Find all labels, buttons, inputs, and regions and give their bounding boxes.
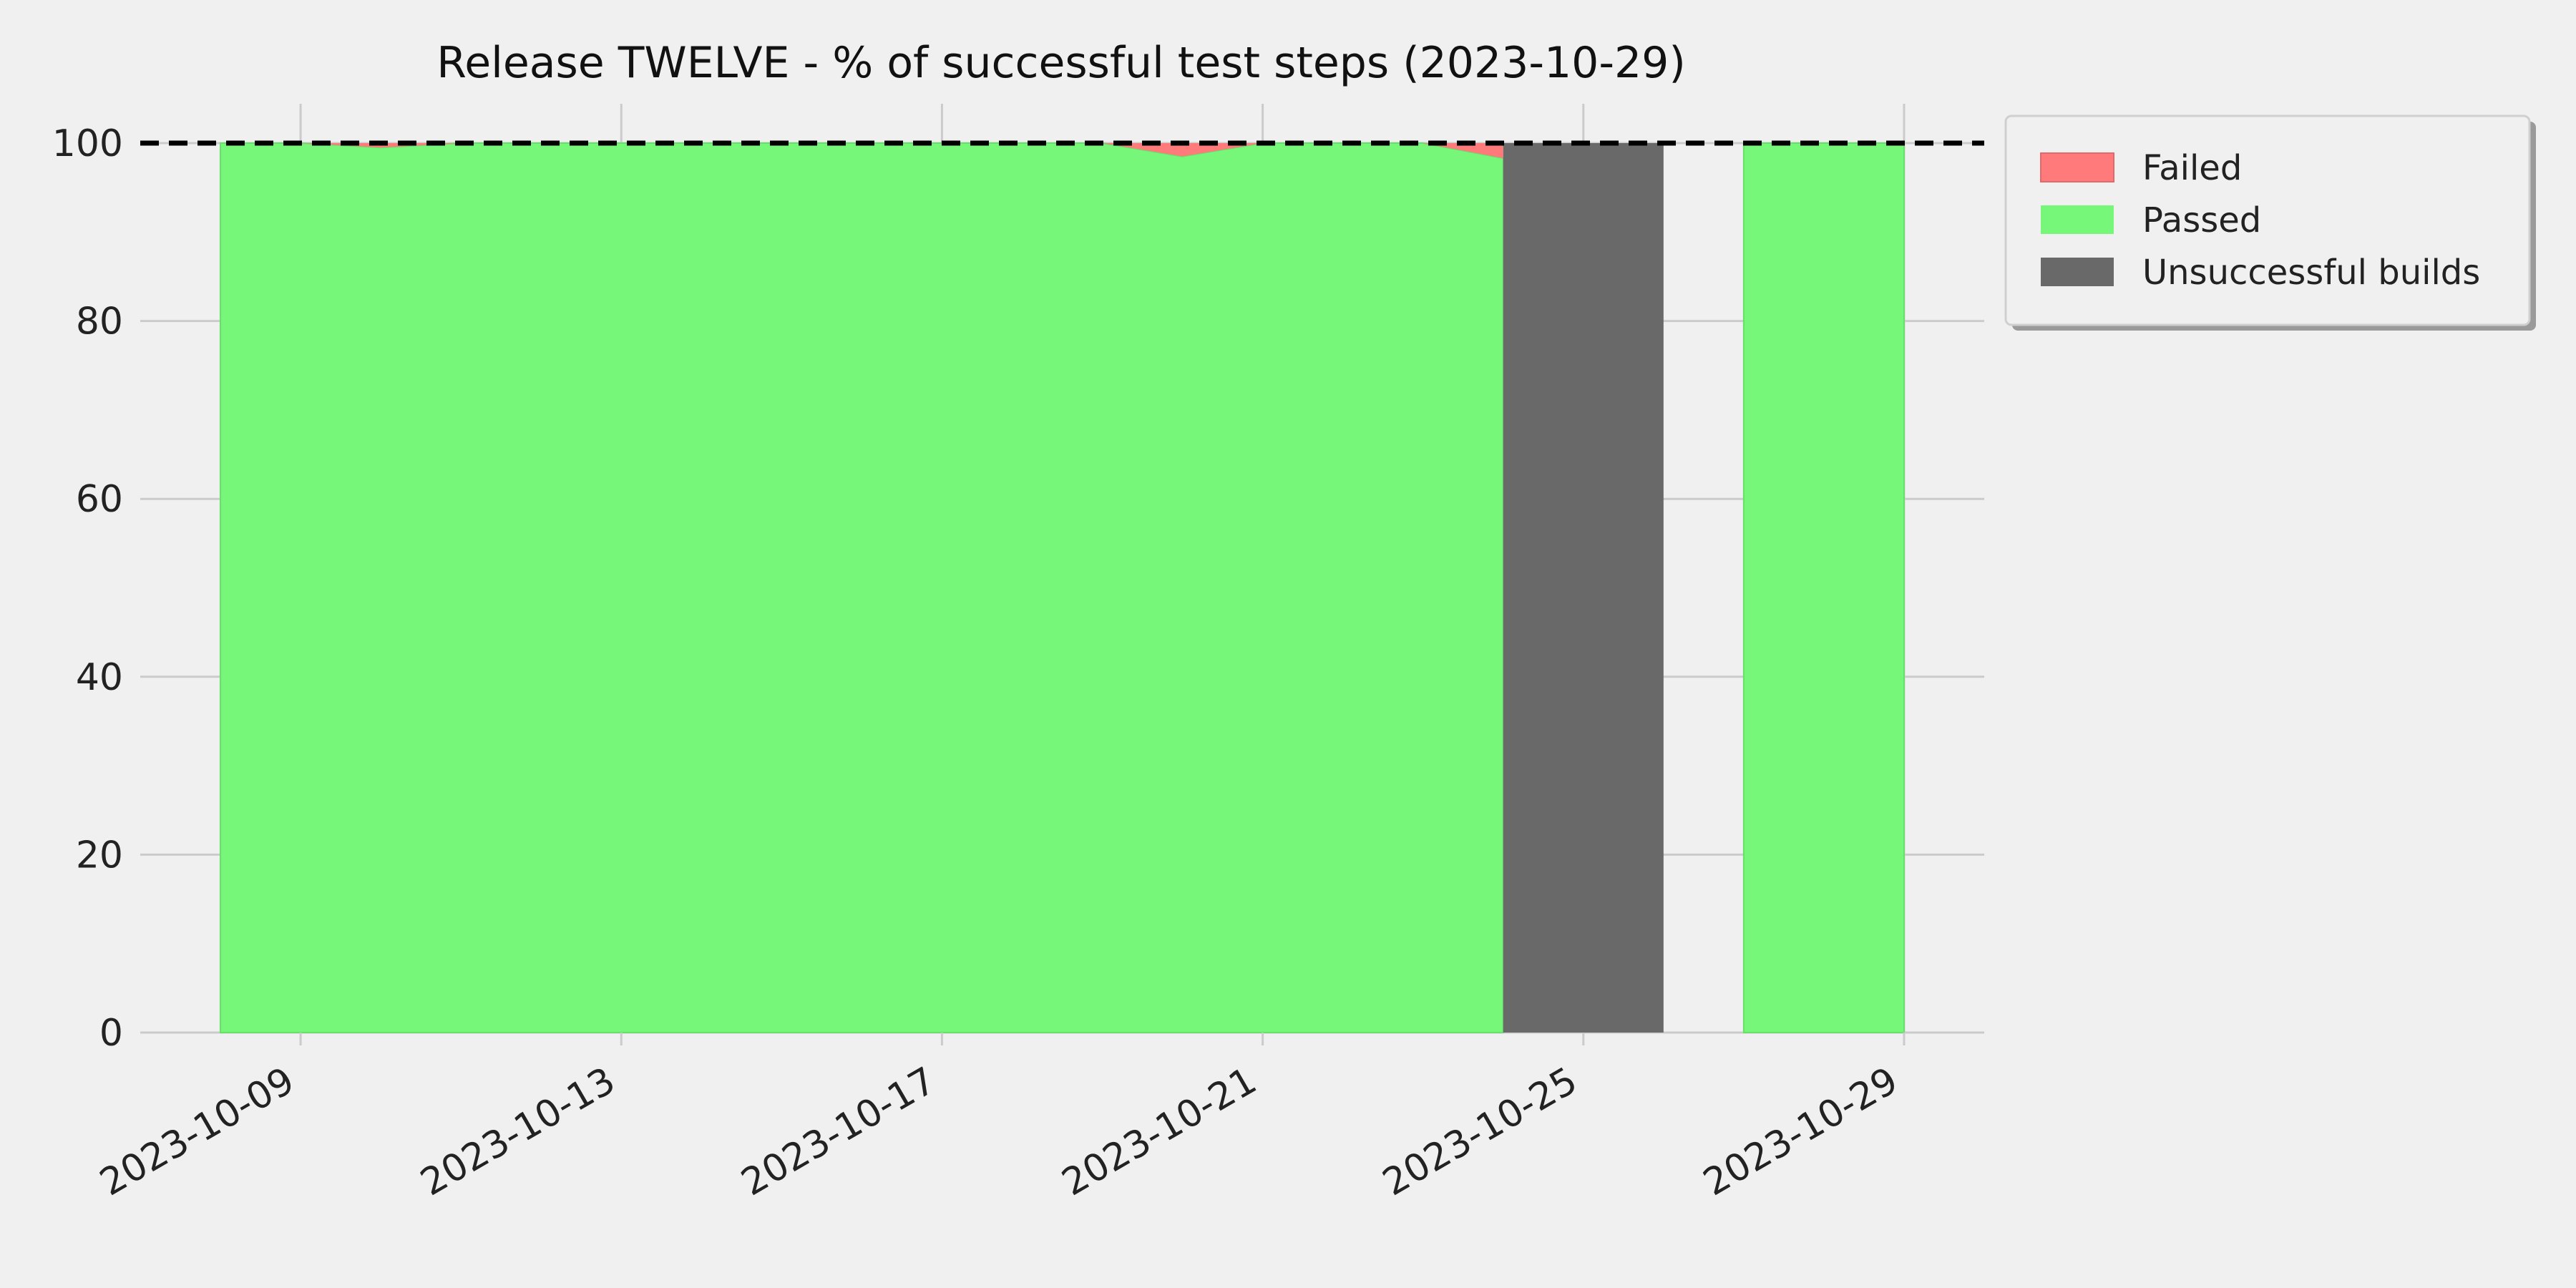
x-tick-label: 2023-10-17	[734, 1059, 943, 1204]
y-axis: 0 20 40 60 80 100	[52, 122, 123, 1055]
x-tick-label: 2023-10-25	[1376, 1059, 1585, 1204]
legend-swatch	[2040, 152, 2114, 182]
legend-label: Unsuccessful builds	[2142, 253, 2480, 293]
y-tick-label: 60	[76, 478, 123, 521]
legend: Failed Passed Unsuccessful builds	[2004, 114, 2536, 331]
legend-swatch	[2041, 205, 2114, 234]
legend-box	[2004, 114, 2531, 326]
y-tick-label: 80	[76, 301, 123, 343]
passed-area	[220, 142, 1504, 1033]
y-tick-label: 20	[76, 834, 123, 877]
legend-label: Passed	[2142, 200, 2261, 240]
y-tick-label: 100	[52, 122, 123, 165]
y-tick-label: 0	[99, 1012, 123, 1055]
y-tick-label: 40	[76, 656, 123, 699]
data-layer	[220, 142, 1905, 1033]
plot-area	[140, 104, 1984, 1034]
legend-label: Failed	[2142, 148, 2242, 188]
x-tick-label: 2023-10-13	[414, 1059, 623, 1204]
passed-area	[1742, 142, 1905, 1033]
x-tick-label: 2023-10-09	[93, 1059, 302, 1204]
legend-swatch	[2041, 258, 2114, 286]
x-tick-label: 2023-10-29	[1697, 1059, 1906, 1204]
unsuccessful-build-bar	[1503, 143, 1664, 1033]
chart-title: Release TWELVE - % of successful test st…	[436, 38, 1685, 88]
x-axis: 2023-10-09 2023-10-13 2023-10-17 2023-10-21…	[93, 1033, 1906, 1204]
x-tick-label: 2023-10-21	[1055, 1059, 1264, 1204]
failed-area	[220, 143, 1503, 159]
